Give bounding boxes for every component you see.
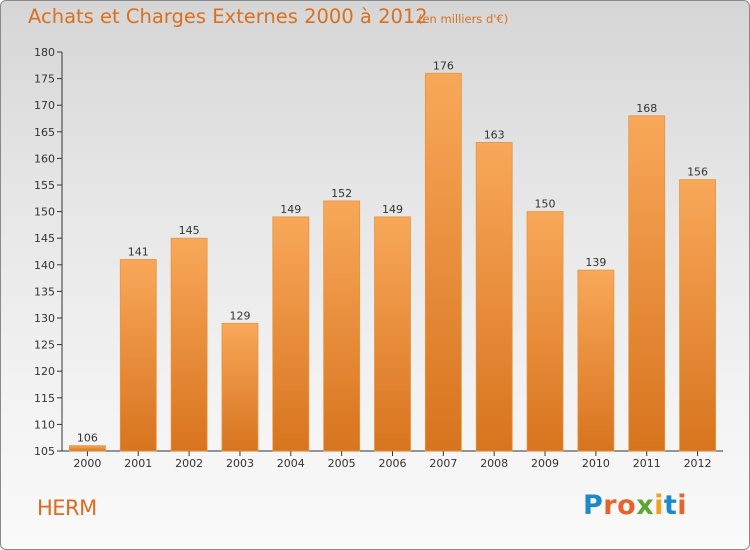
- x-tick-label-2012: 2012: [684, 457, 712, 470]
- value-label-2005: 152: [331, 187, 352, 200]
- bar-2012: [679, 179, 716, 452]
- bar-2000: [69, 445, 106, 452]
- value-label-2006: 149: [382, 203, 403, 216]
- value-label-2007: 176: [433, 59, 454, 72]
- x-tick-label-2004: 2004: [277, 457, 305, 470]
- chart-unit: (en milliers d'€): [418, 12, 509, 26]
- y-tick-label: 160: [34, 152, 55, 165]
- value-label-2010: 139: [585, 256, 606, 269]
- x-tick-label-2003: 2003: [226, 457, 254, 470]
- y-tick-label: 170: [34, 99, 55, 112]
- y-tick-label: 125: [34, 339, 55, 352]
- bar-2010: [577, 269, 615, 452]
- value-label-2001: 141: [128, 245, 149, 258]
- x-tick-label-2007: 2007: [429, 457, 457, 470]
- y-tick-label: 120: [34, 365, 55, 378]
- y-tick-label: 110: [34, 418, 55, 431]
- y-tick-label: 175: [34, 73, 55, 86]
- bar-2001: [119, 259, 157, 452]
- value-label-2012: 156: [687, 166, 708, 179]
- bar-2002: [170, 237, 208, 452]
- x-tick-label-2001: 2001: [124, 457, 152, 470]
- y-tick-label: 135: [34, 285, 55, 298]
- y-tick-label: 130: [34, 312, 55, 325]
- value-label-2004: 149: [280, 203, 301, 216]
- x-tick-label-2009: 2009: [531, 457, 559, 470]
- x-tick-label-2000: 2000: [73, 457, 101, 470]
- commune-name: HERM: [37, 496, 97, 520]
- y-tick-label: 165: [34, 126, 55, 139]
- bar-2006: [374, 216, 411, 452]
- y-tick-label: 145: [34, 232, 55, 245]
- proxiti-logo[interactable]: Proxiti: [583, 490, 688, 521]
- value-label-2003: 129: [229, 309, 250, 322]
- bar-2008: [475, 142, 513, 452]
- value-label-2008: 163: [484, 128, 505, 141]
- y-tick-label: 155: [34, 179, 55, 192]
- chart-title: Achats et Charges Externes 2000 à 2012: [28, 5, 428, 28]
- y-tick-label: 140: [34, 259, 55, 272]
- value-label-2009: 150: [535, 198, 556, 211]
- value-label-2002: 145: [179, 224, 200, 237]
- x-tick-label-2010: 2010: [582, 457, 610, 470]
- value-label-2000: 106: [77, 432, 98, 445]
- y-tick-label: 150: [34, 206, 55, 219]
- x-tick-label-2006: 2006: [379, 457, 407, 470]
- y-tick-label: 115: [34, 392, 55, 405]
- x-tick-label-2002: 2002: [175, 457, 203, 470]
- bar-2005: [323, 200, 361, 452]
- y-tick-label: 105: [34, 445, 55, 458]
- bar-2003: [221, 322, 259, 452]
- labels: 2000 106 2001 141 2002 145 2003 129 2004 149 2005 1…: [73, 59, 711, 470]
- x-tick-label-2008: 2008: [480, 457, 508, 470]
- value-label-2011: 168: [636, 102, 657, 115]
- y-tick-label: 180: [34, 46, 55, 59]
- bars: [69, 72, 716, 452]
- bar-2009: [526, 211, 564, 452]
- bar-2004: [272, 216, 310, 452]
- x-tick-label-2005: 2005: [328, 457, 356, 470]
- bar-2011: [628, 115, 666, 452]
- bar-2007: [424, 72, 462, 452]
- x-tick-label-2011: 2011: [633, 457, 661, 470]
